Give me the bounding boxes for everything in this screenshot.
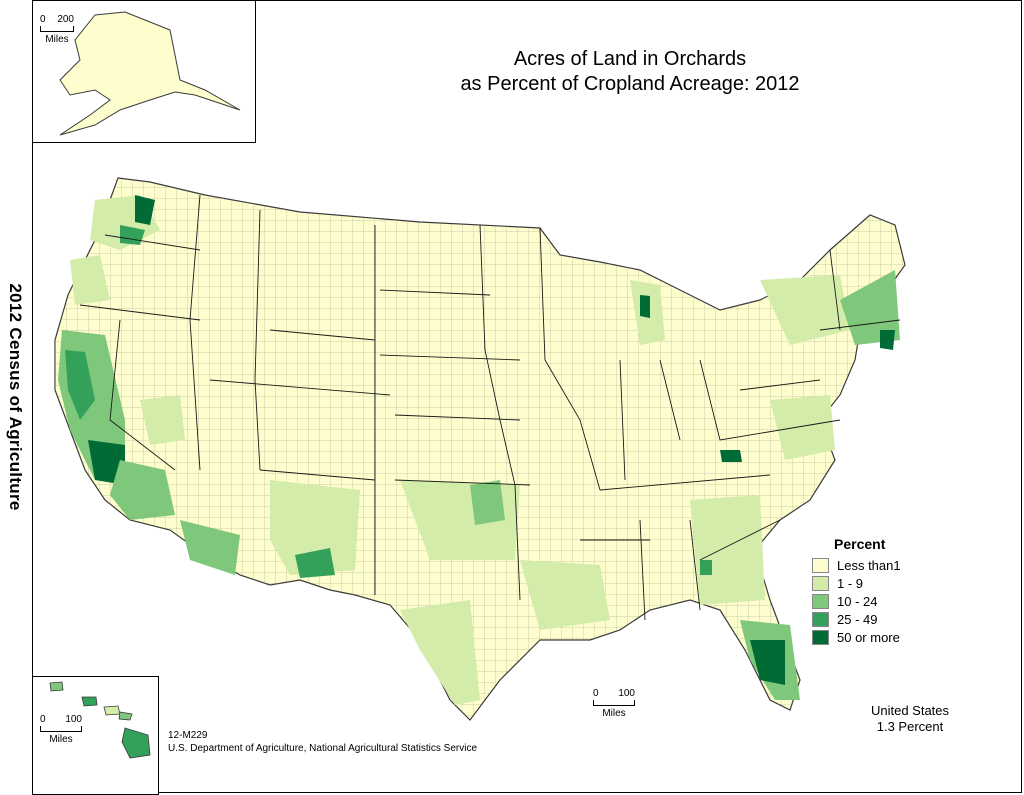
alaska-scale-end: 200 [57, 14, 74, 25]
us-total-value: 1.3 Percent [876, 719, 944, 734]
hawaii-scale-unit: Miles [49, 734, 73, 745]
main-scale-unit: Miles [602, 708, 626, 719]
legend-item: 50 or more [812, 628, 901, 646]
alaska-scale-start: 0 [40, 14, 46, 25]
map-title-line2: as Percent of Cropland Acreage: 2012 [460, 73, 800, 95]
hawaii-scale-start: 0 [40, 714, 46, 725]
legend-label: Less than1 [837, 557, 901, 573]
hawaii-scale: 0 100 Miles [40, 714, 82, 745]
map-frame [32, 0, 1022, 793]
footer: 12-M229 U.S. Department of Agriculture, … [168, 729, 477, 755]
us-total-label: United States [870, 703, 950, 718]
legend-item: 1 - 9 [812, 574, 901, 592]
legend-swatch [812, 593, 829, 609]
legend-swatch [812, 557, 829, 573]
legend-swatch [812, 575, 829, 591]
map-title-line1: Acres of Land in Orchards [513, 48, 747, 70]
alaska-scale-unit: Miles [45, 34, 69, 45]
legend: Percent Less than1 1 - 9 10 - 24 25 - 49… [812, 536, 901, 646]
legend-label: 25 - 49 [837, 611, 878, 627]
main-scale: 0 100 Miles [593, 688, 635, 719]
map-title: Acres of Land in Orchards as Percent of … [420, 47, 840, 97]
legend-swatch [812, 629, 829, 645]
main-scale-start: 0 [593, 688, 599, 699]
legend-item: Less than1 [812, 556, 901, 574]
legend-item: 10 - 24 [812, 592, 901, 610]
legend-label: 50 or more [837, 629, 900, 645]
hawaii-scale-end: 100 [65, 714, 82, 725]
main-scale-end: 100 [618, 688, 635, 699]
legend-title: Percent [834, 536, 886, 552]
legend-swatch [812, 611, 829, 627]
map-code: 12-M229 [168, 730, 208, 741]
legend-item: 25 - 49 [812, 610, 901, 628]
agency-credit: U.S. Department of Agriculture, National… [168, 743, 478, 754]
state-borders [79, 194, 901, 621]
shaded-counties [58, 195, 900, 705]
us-total: United States 1.3 Percent [850, 703, 970, 735]
alaska-scale: 0 200 Miles [40, 14, 74, 45]
legend-label: 10 - 24 [837, 593, 878, 609]
legend-label: 1 - 9 [837, 575, 864, 591]
